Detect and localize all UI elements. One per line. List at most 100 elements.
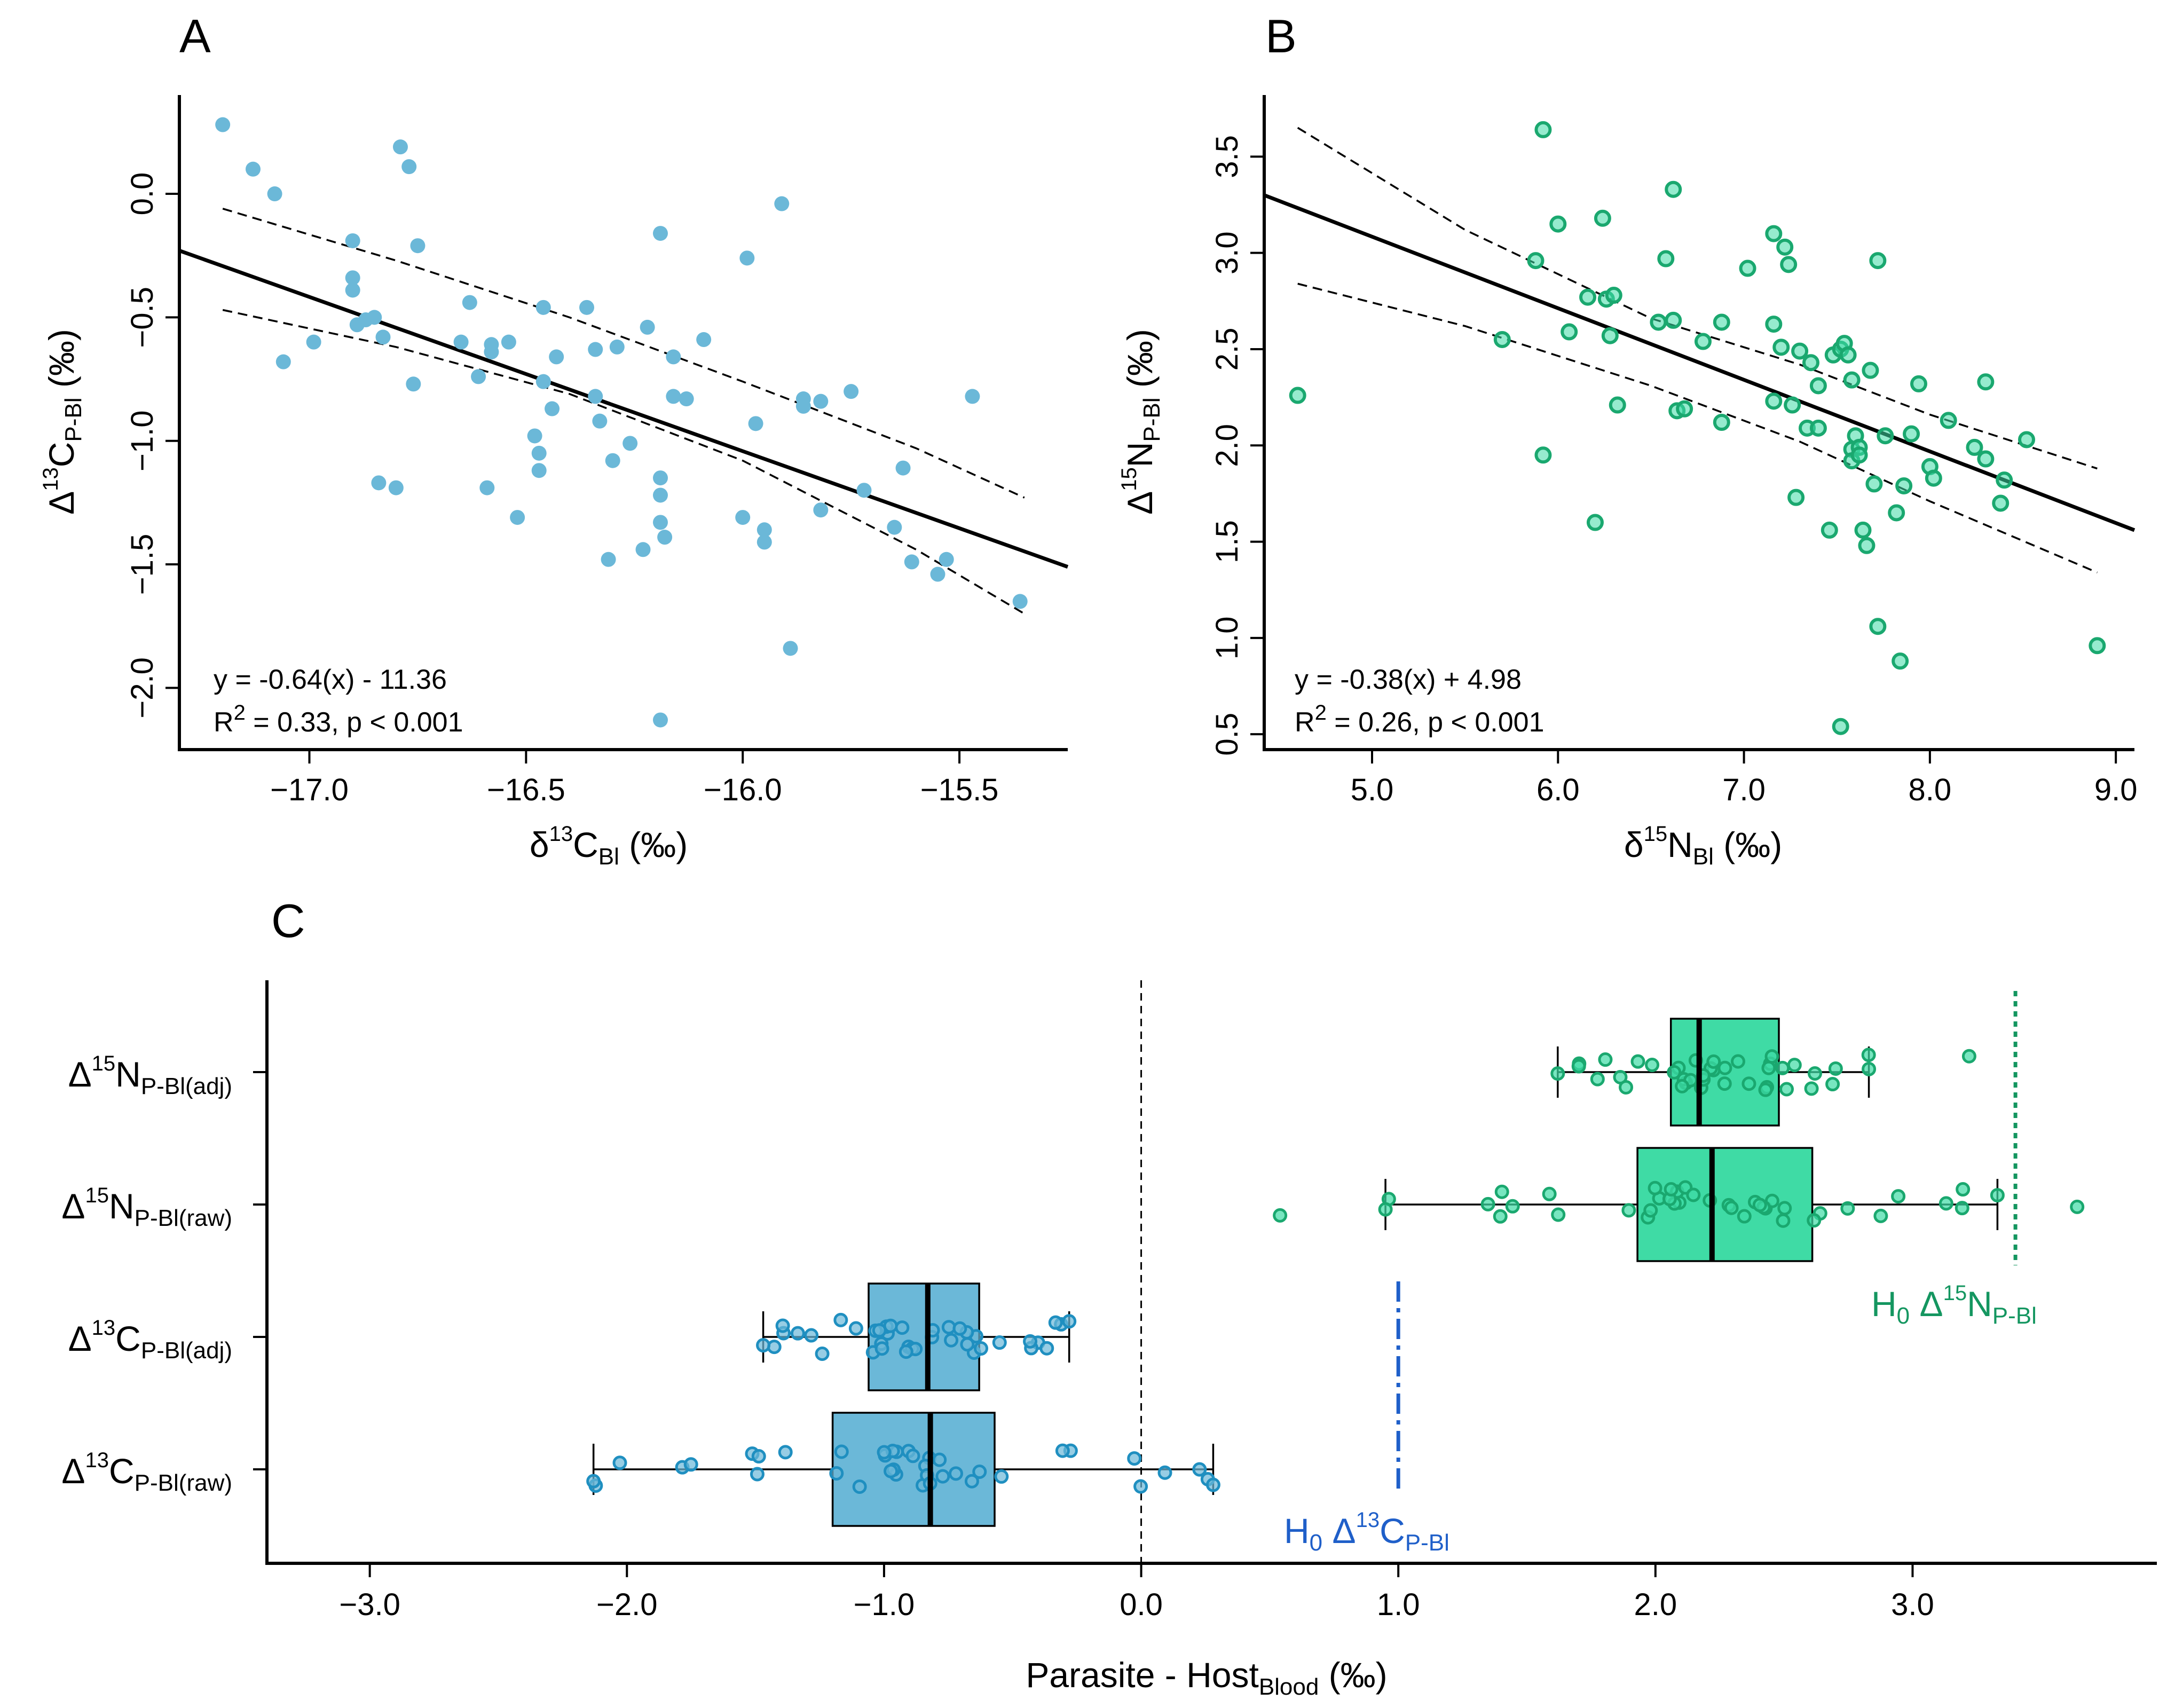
- data-point: [757, 522, 772, 538]
- data-point: [622, 436, 638, 451]
- data-point: [1865, 475, 1883, 493]
- jitter-point: [778, 1445, 793, 1460]
- data-point: [640, 319, 655, 335]
- boxplot-2: [756, 1282, 1077, 1391]
- data-point: [588, 389, 603, 404]
- panel-c: C −3.0 −2.0 −1.0 0.0 1.0 2.0 3.0 Δ15NP-Bl(adj)…: [61, 894, 2157, 1700]
- panel-c-x-label: Parasite - HostBlood (‰): [1026, 1655, 1387, 1700]
- data-point: [1784, 396, 1801, 414]
- jitter-point: [1493, 1209, 1508, 1224]
- x-tick-label: 0.0: [1120, 1587, 1163, 1622]
- cat-sub: P-Bl(adj): [141, 1337, 232, 1364]
- jitter-point: [1717, 1076, 1732, 1091]
- jitter-point: [1505, 1199, 1520, 1214]
- x-label-unit: (‰): [1319, 1655, 1387, 1695]
- data-point: [813, 502, 829, 518]
- cat-main: N: [109, 1186, 135, 1226]
- h0-sub: P-Bl: [1992, 1303, 2037, 1329]
- data-point: [501, 334, 516, 350]
- jitter-point: [949, 1466, 964, 1481]
- data-point: [652, 226, 668, 241]
- jitter-point: [883, 1318, 898, 1333]
- x-tick-label: 8.0: [1909, 773, 1952, 807]
- panel-b-y-label: Δ15NP-Bl (‰): [1117, 329, 1165, 515]
- y-label-sub: P-Bl: [60, 397, 86, 442]
- data-point: [1869, 618, 1887, 635]
- data-point: [657, 530, 673, 545]
- x-tick-label: 1.0: [1377, 1587, 1420, 1622]
- cat-sub: P-Bl(raw): [135, 1470, 232, 1496]
- h0-sup: 13: [1356, 1508, 1380, 1532]
- data-point: [1895, 477, 1913, 494]
- data-point: [1765, 225, 1783, 242]
- jitter-point: [1956, 1182, 1971, 1197]
- y-tick-label: 0.5: [1210, 713, 1244, 756]
- jitter-point: [790, 1326, 805, 1341]
- data-point: [527, 428, 542, 444]
- jitter-point: [964, 1474, 979, 1489]
- jitter-point: [1550, 1066, 1565, 1081]
- panel-a-points: [215, 117, 1028, 728]
- data-point: [1977, 450, 1995, 468]
- boxplot-1: [1273, 1147, 2085, 1262]
- data-point: [1877, 427, 1894, 445]
- r2-sup: 2: [234, 701, 246, 725]
- jitter-point: [1990, 1188, 2005, 1203]
- x-tick-label: 2.0: [1634, 1587, 1677, 1622]
- data-point: [484, 337, 499, 352]
- jitter-point: [750, 1467, 765, 1482]
- x-tick-label: −17.0: [270, 773, 349, 807]
- cat-delta: Δ: [68, 1054, 92, 1094]
- jitter-point: [852, 1479, 867, 1494]
- data-point: [2018, 431, 2035, 448]
- category-label-n-adj: Δ15NP-Bl(adj): [68, 1052, 232, 1099]
- jitter-point: [932, 1452, 947, 1467]
- data-point: [392, 139, 408, 155]
- jitter-point: [1724, 1200, 1739, 1215]
- x-tick-label: −3.0: [339, 1587, 400, 1622]
- data-point: [813, 393, 829, 409]
- jitter-point: [1127, 1451, 1142, 1466]
- x-label-delta: δ: [530, 825, 549, 864]
- jitter-point: [1621, 1203, 1636, 1218]
- y-tick-label: 1.0: [1210, 617, 1244, 660]
- data-point: [401, 159, 417, 175]
- data-point: [1534, 121, 1552, 138]
- x-label-sup: 13: [549, 822, 573, 846]
- jitter-point: [1861, 1048, 1876, 1062]
- data-point: [245, 161, 261, 177]
- jitter-point: [1675, 1079, 1690, 1093]
- y-label-sup: 13: [39, 467, 62, 491]
- data-point: [856, 483, 872, 498]
- y-tick-label: 0.0: [125, 172, 160, 216]
- cat-sup: 13: [85, 1449, 109, 1472]
- data-point: [1665, 311, 1682, 329]
- jitter-point: [1776, 1213, 1791, 1228]
- x-label-unit: (‰): [619, 825, 688, 864]
- y-label-delta: Δ: [42, 491, 81, 515]
- data-point: [579, 300, 595, 315]
- jitter-point: [829, 1466, 844, 1481]
- panel-b-equation: y = -0.38(x) + 4.98: [1295, 664, 1522, 695]
- jitter-point: [944, 1333, 959, 1348]
- jitter-point: [756, 1338, 771, 1353]
- jitter-point: [1777, 1201, 1792, 1216]
- jitter-point: [1055, 1443, 1070, 1458]
- y-label-unit: (‰): [1120, 329, 1160, 397]
- panel-c-label: C: [271, 894, 305, 947]
- cat-main: N: [115, 1054, 141, 1094]
- data-point: [531, 445, 547, 461]
- data-point: [479, 480, 495, 495]
- data-point: [1787, 489, 1805, 506]
- jitter-point: [1761, 1060, 1776, 1075]
- panel-a-label: A: [179, 10, 211, 62]
- data-point: [735, 510, 751, 525]
- data-point: [1809, 377, 1827, 395]
- jitter-point: [952, 1321, 967, 1336]
- jitter-point: [1062, 1314, 1077, 1329]
- jitter-point: [1807, 1066, 1822, 1081]
- y-tick-label: −0.5: [125, 287, 160, 348]
- panel-b-fit-line: [1263, 193, 2136, 532]
- jitter-point: [751, 1449, 766, 1464]
- h0-sub0: 0: [1897, 1303, 1910, 1329]
